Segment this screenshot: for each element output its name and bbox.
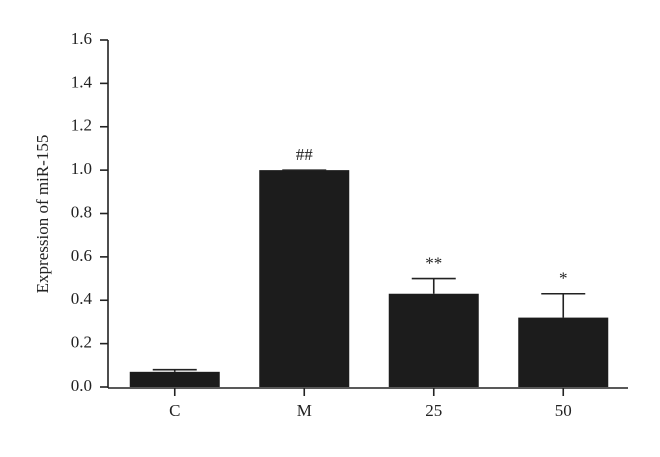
x-tick-label: 50: [555, 401, 572, 420]
y-tick-label: 1.2: [71, 116, 92, 135]
y-tick-label: 0.2: [71, 333, 92, 352]
significance-label: ##: [296, 145, 314, 164]
y-tick-label: 1.0: [71, 159, 92, 178]
y-tick-label: 0.0: [71, 376, 92, 395]
significance-label: *: [559, 269, 568, 288]
bar: [518, 317, 609, 387]
bar: [259, 170, 350, 387]
y-axis-label: Expression of miR-155: [33, 135, 52, 294]
bar: [129, 371, 220, 387]
bar: [388, 293, 479, 387]
x-tick-label: C: [169, 401, 180, 420]
y-tick-label: 0.4: [71, 289, 93, 308]
x-tick-label: M: [297, 401, 312, 420]
x-tick-label: 25: [425, 401, 442, 420]
y-tick-label: 1.6: [71, 29, 92, 48]
significance-label: **: [425, 253, 442, 272]
y-tick-label: 1.4: [71, 72, 93, 91]
y-tick-label: 0.8: [71, 202, 92, 221]
y-tick-label: 0.6: [71, 246, 92, 265]
